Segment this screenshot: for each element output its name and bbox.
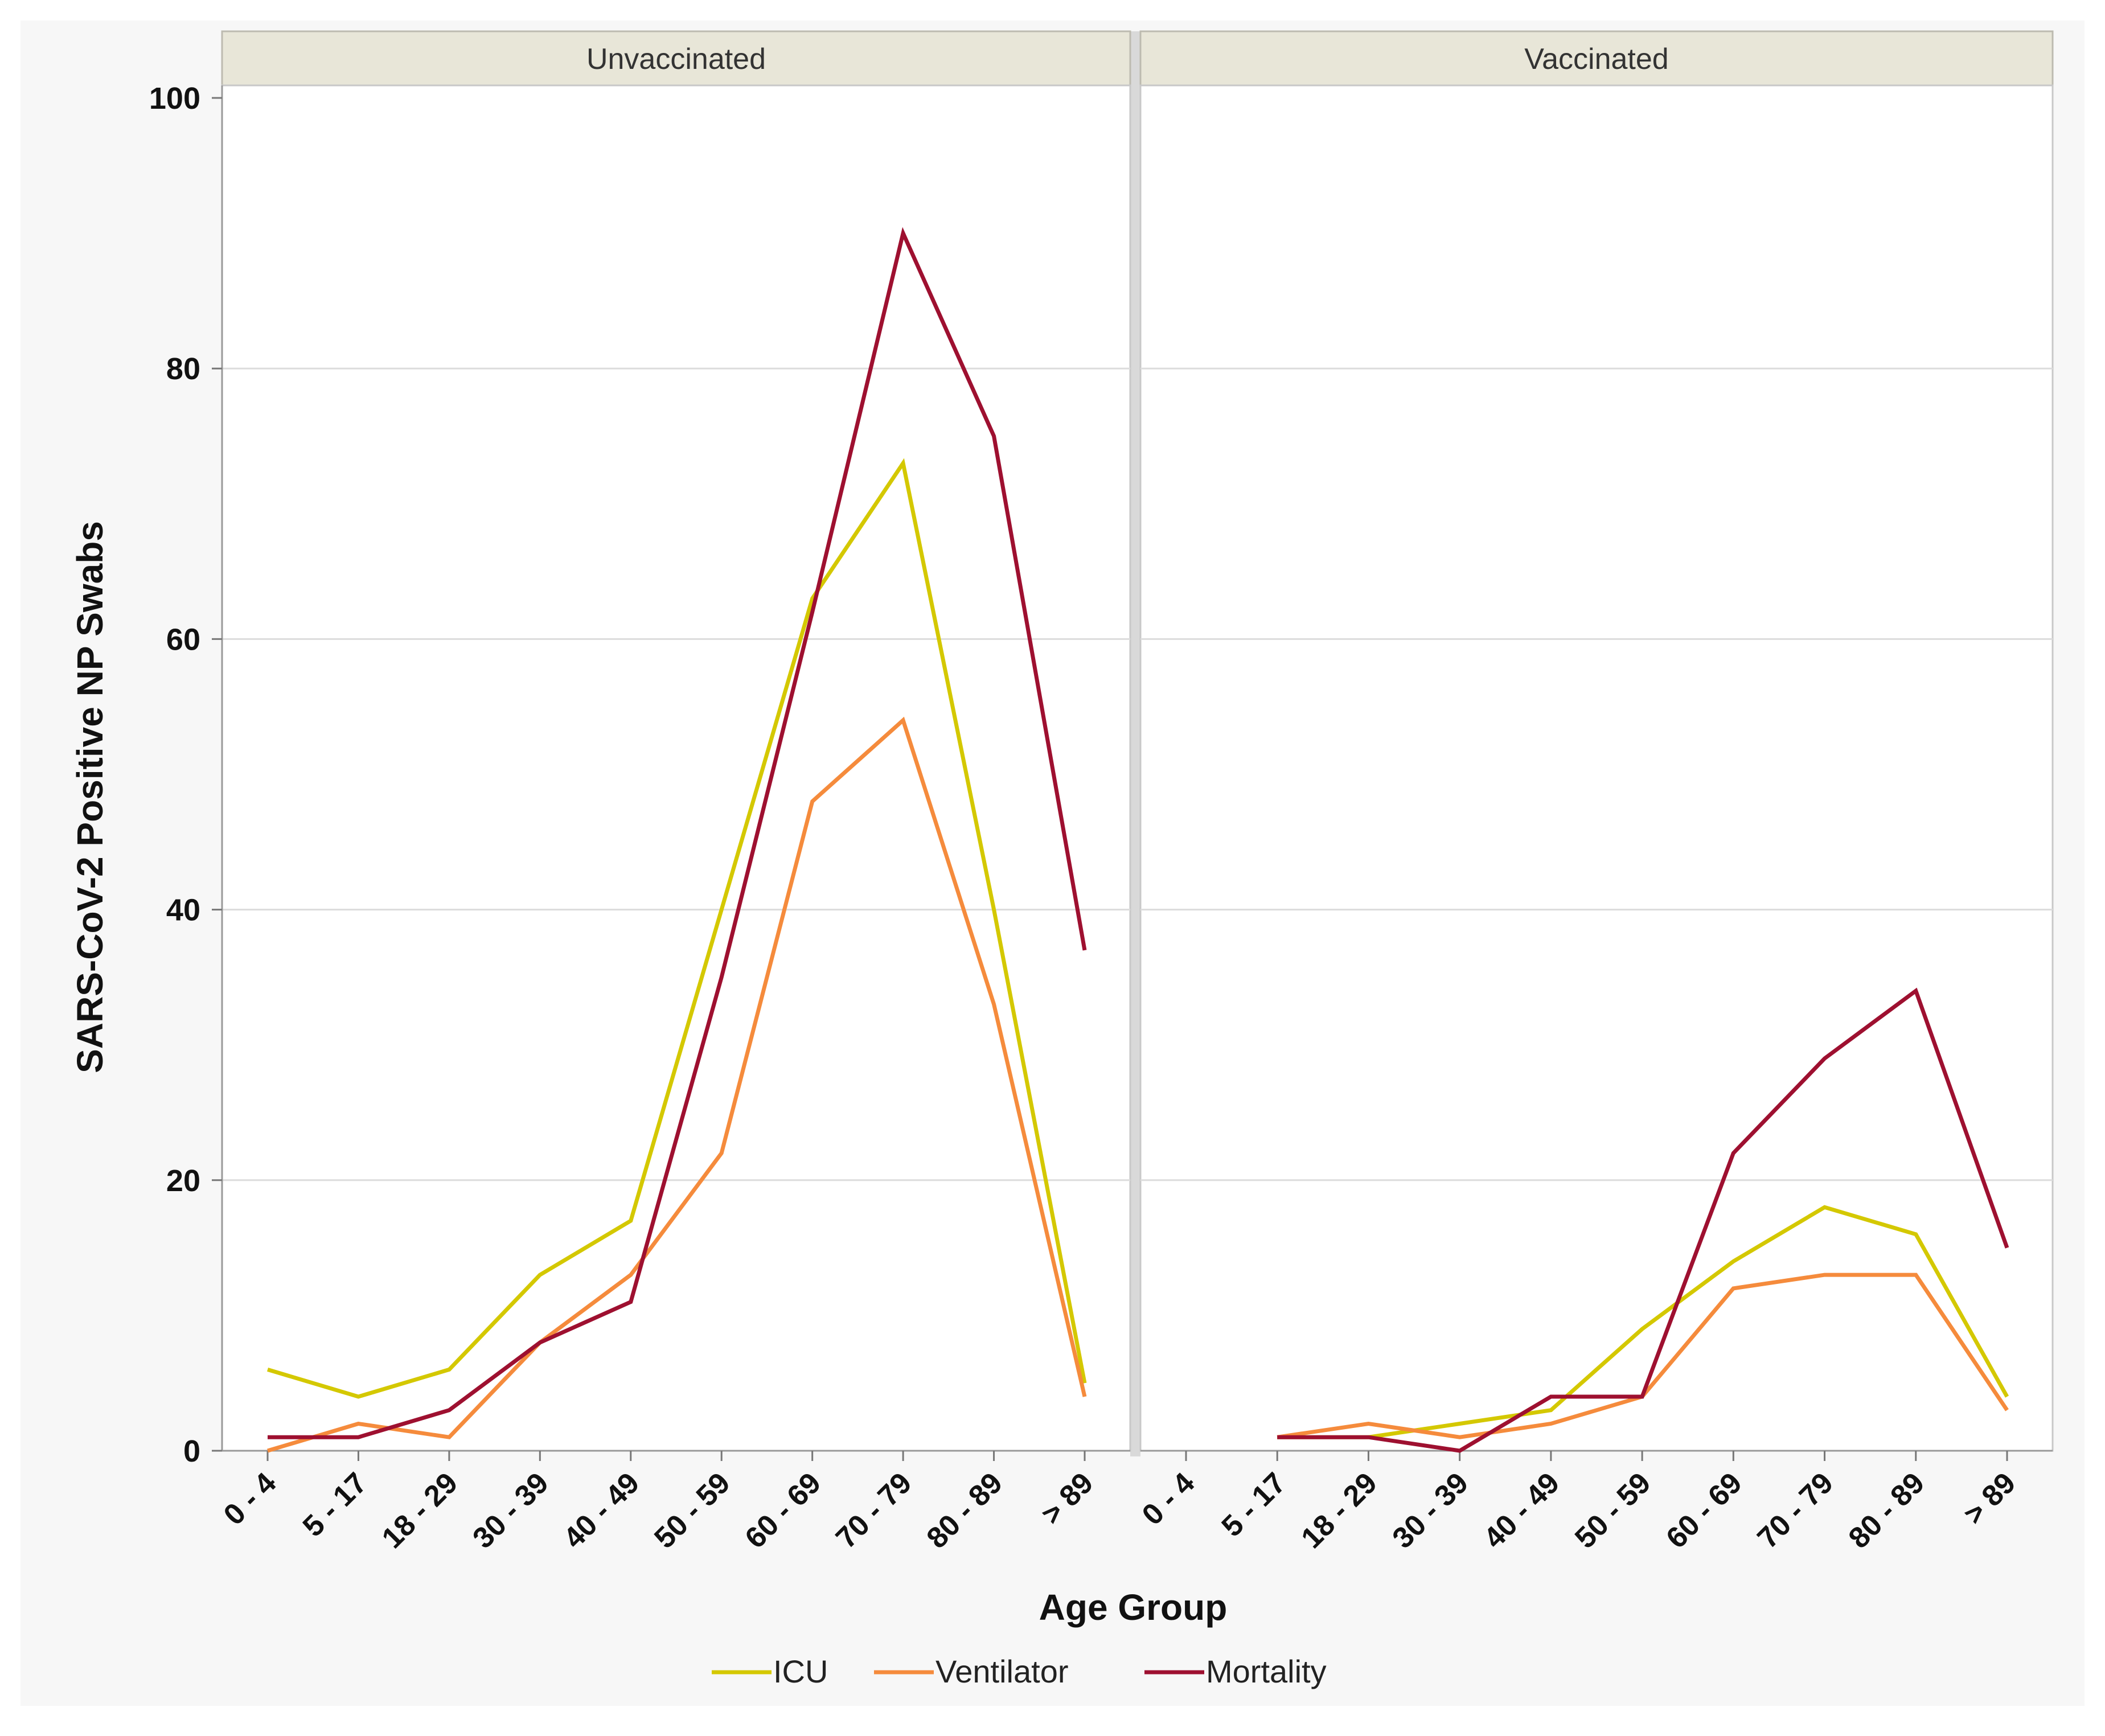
series-line-ventilator <box>267 716 1087 1453</box>
y-tick-label: 80 <box>166 352 200 386</box>
y-tick-label: 40 <box>166 893 200 927</box>
series-line-icu <box>1277 1205 2009 1439</box>
panel-strip <box>221 30 1131 87</box>
legend: ICU Ventilator Mortality <box>712 1653 1327 1689</box>
y-tick-label: 0 <box>183 1434 200 1468</box>
legend-label-mortality: Mortality <box>1206 1653 1327 1689</box>
legend-label-ventilator: Ventilator <box>935 1653 1069 1689</box>
x-axis-title: Age Group <box>1039 1587 1228 1628</box>
panel-divider <box>1130 31 1140 1456</box>
series-line-icu <box>266 458 1087 1399</box>
series-line-mortality <box>1277 987 2009 1453</box>
series-line-mortality <box>268 227 1087 1439</box>
y-tick-label: 20 <box>166 1164 200 1198</box>
panel-strip <box>1139 30 2054 87</box>
plot-area <box>1139 84 2054 1452</box>
legend-label-icu: ICU <box>773 1653 828 1689</box>
y-tick-label: 60 <box>166 622 200 656</box>
panel-title: Unvaccinated <box>586 43 766 76</box>
y-tick-label: 100 <box>149 81 200 116</box>
panel-title: Vaccinated <box>1524 43 1668 76</box>
plot-area <box>221 84 1131 1452</box>
y-axis-title: SARS-CoV-2 Positive NP Swabs <box>69 521 110 1073</box>
y-axis: 0 20 40 60 80 100 <box>149 81 223 1468</box>
